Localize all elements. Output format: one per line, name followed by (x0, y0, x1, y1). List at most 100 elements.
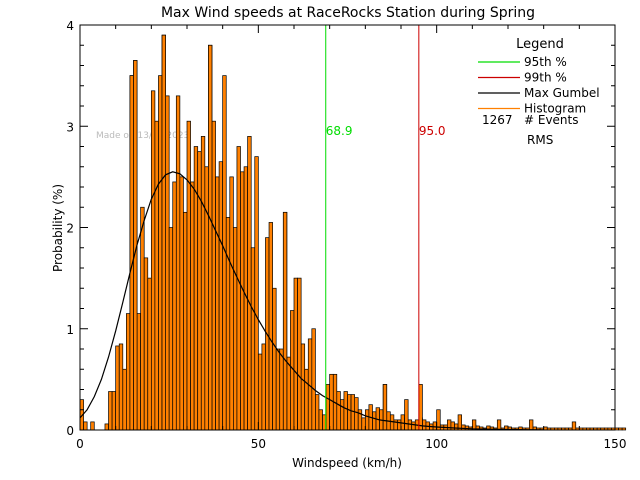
histogram-bar (354, 397, 359, 431)
histogram-spike (297, 277, 302, 431)
legend-events-count: 1267 (482, 113, 513, 127)
histogram-bar (311, 328, 316, 431)
histogram-bar (275, 348, 281, 431)
histogram-bar (179, 176, 184, 431)
x-tick-label: 150 (604, 437, 627, 451)
histogram-bar (197, 151, 202, 431)
histogram-bar (215, 176, 220, 431)
histogram-bar (614, 427, 619, 431)
histogram-bar (257, 353, 263, 431)
histogram-spike (529, 419, 534, 431)
histogram-bar (286, 356, 291, 431)
y-tick-label: 3 (66, 120, 74, 134)
histogram-bar (165, 95, 170, 431)
legend-item-label: 99th % (524, 71, 567, 85)
histogram-bar (279, 348, 284, 431)
histogram-bar (175, 95, 181, 431)
x-axis-label: Windspeed (km/h) (292, 456, 402, 470)
histogram-bar (136, 313, 141, 431)
histogram-bar (111, 391, 117, 431)
histogram-bar (247, 136, 252, 431)
histogram-bar (347, 394, 352, 431)
histogram-bar (183, 211, 188, 431)
histogram-bar (261, 343, 266, 431)
histogram-bar (397, 419, 402, 431)
histogram-bar (211, 120, 216, 431)
x-axis-ticks: 0 50 100 150 (76, 25, 626, 451)
histogram-bar (621, 427, 627, 431)
histogram-bar (154, 120, 159, 431)
histogram-bar (422, 419, 427, 431)
histogram-spike (571, 421, 577, 431)
histogram-bar (172, 181, 177, 431)
histogram-bar (122, 368, 127, 431)
histogram-bar (233, 227, 238, 431)
histogram-bar (272, 287, 277, 431)
histogram-bar (90, 421, 95, 431)
legend-item-label: Max Gumbel (524, 86, 600, 100)
histogram-bar (300, 343, 306, 431)
percentile-label-95: 68.9 (326, 124, 353, 138)
histogram-spike (329, 373, 334, 431)
histogram-bar (364, 409, 370, 431)
histogram-bar (454, 423, 459, 431)
legend-title: Legend (516, 37, 564, 52)
legend-item-label: Histogram (524, 102, 586, 116)
percentile-label-99: 95.0 (419, 124, 446, 138)
histogram-bar (236, 146, 241, 431)
histogram-bars (79, 34, 627, 431)
histogram-bar (140, 206, 145, 431)
histogram-bar (186, 120, 191, 431)
histogram-spike (350, 394, 355, 431)
histogram-bar (147, 277, 152, 431)
histogram-spike (129, 75, 134, 431)
histogram-bar (304, 368, 309, 431)
legend-events-label: # Events (524, 113, 579, 127)
histogram-bar (372, 411, 377, 431)
legend-item-label: 95th % (524, 55, 567, 69)
percentile-lines: 68.9 95.0 (325, 25, 446, 430)
histogram-bar (126, 313, 131, 431)
chart-title: Max Wind speeds at RaceRocks Station dur… (161, 5, 535, 21)
histogram-bar (254, 156, 259, 431)
histogram-bar (361, 417, 366, 431)
gumbel-curve (79, 171, 544, 431)
histogram-spike (418, 384, 423, 431)
histogram-bar (150, 90, 156, 431)
histogram-bar (432, 421, 438, 431)
y-tick-label: 4 (66, 19, 74, 33)
legend-rms-label: RMS (527, 133, 553, 147)
histogram-bar (190, 181, 195, 431)
histogram-bar (250, 247, 256, 431)
histogram-bar (407, 419, 413, 431)
histogram-bar (118, 343, 124, 431)
histogram-bar (168, 227, 174, 431)
histogram-bar (340, 399, 345, 431)
histogram-bar (618, 427, 623, 431)
histogram-bar (204, 166, 209, 431)
y-tick-label: 0 (66, 424, 74, 438)
histogram-bar (268, 222, 273, 431)
x-tick-label: 50 (251, 437, 266, 451)
histogram-bar (411, 421, 416, 431)
histogram-bar (108, 391, 113, 431)
histogram-bar (225, 217, 231, 431)
histogram-bar (461, 424, 466, 431)
histogram-bar (104, 423, 109, 431)
histogram-spike (343, 391, 348, 431)
histogram-bar (293, 277, 298, 431)
y-tick-label: 1 (66, 323, 74, 337)
histogram-spike (496, 419, 502, 431)
histogram-bar (450, 421, 455, 431)
x-tick-label: 100 (425, 437, 448, 451)
y-axis-label: Probability (%) (51, 184, 65, 272)
histogram-bar (229, 176, 234, 431)
y-axis-ticks: 0 1 2 3 4 (66, 19, 615, 438)
histogram-spike (208, 44, 213, 431)
histogram-bar (447, 419, 452, 431)
histogram-spike (282, 211, 288, 431)
histogram-bar (240, 171, 245, 431)
histogram-spike (161, 34, 166, 431)
histogram-spike (382, 384, 388, 431)
